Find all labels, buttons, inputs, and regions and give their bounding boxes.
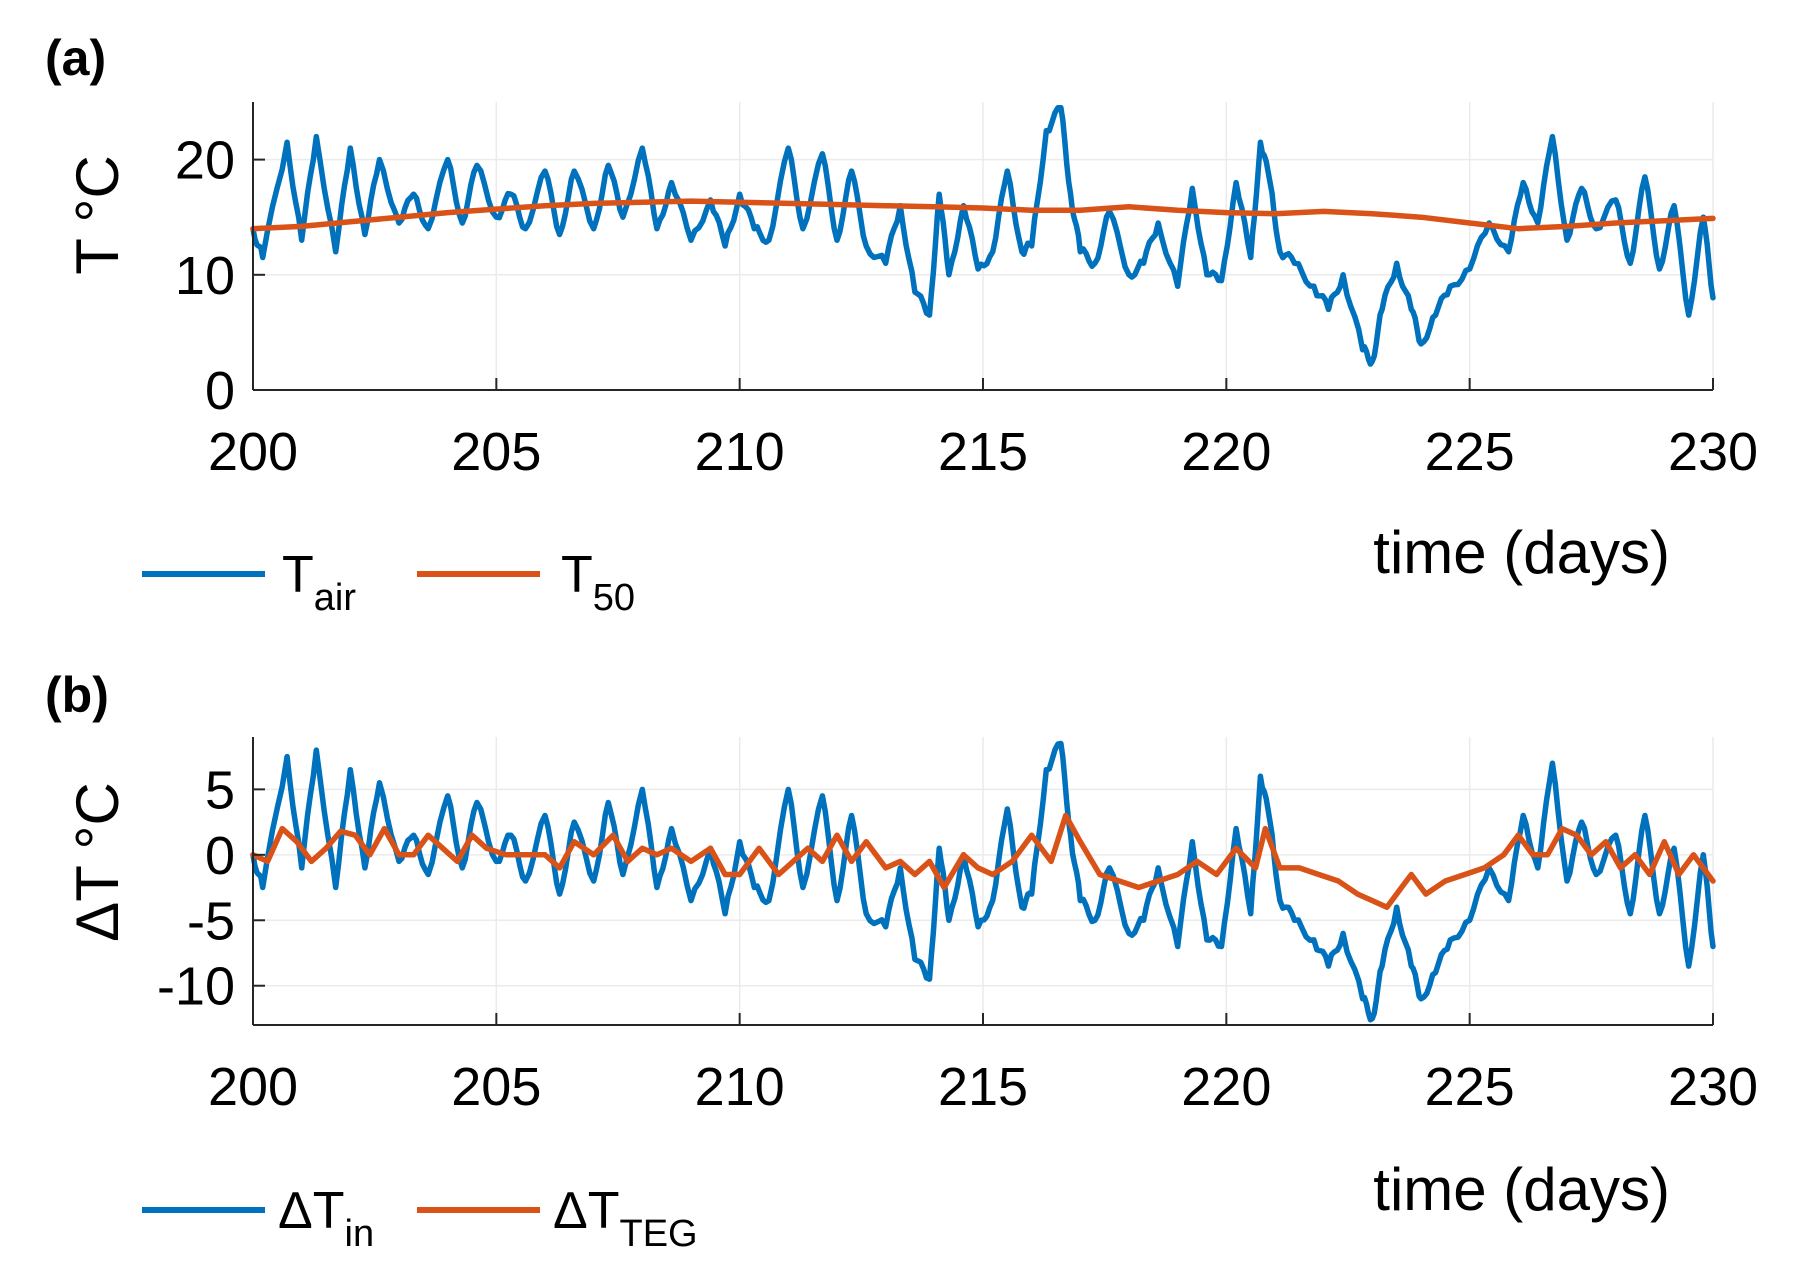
x-tick-label: 210 bbox=[695, 1057, 785, 1117]
series-line-t-air bbox=[250, 104, 1716, 367]
panel-a-label: (a) bbox=[45, 30, 106, 86]
legend-label-dt-in: ΔTin bbox=[278, 1182, 374, 1255]
panel-b-series bbox=[250, 740, 1716, 1023]
panel-b-y-tick-labels: 50-5-10 bbox=[157, 760, 235, 1016]
panel-a-y-tick-labels: 0 10 20 bbox=[175, 131, 235, 421]
y-tick-label: -5 bbox=[187, 891, 235, 951]
x-tick-label: 225 bbox=[1425, 422, 1515, 482]
panel-b: (b) 200 205 210 215 220 225 230 50-5-10 ΔT °C … bbox=[45, 667, 1758, 1255]
x-tick-label: 200 bbox=[208, 422, 298, 482]
x-tick-label: 220 bbox=[1181, 422, 1271, 482]
panel-a-x-tick-labels: 200 205 210 215 220 225 230 bbox=[208, 422, 1758, 482]
panel-a-y-axis-label: T °C bbox=[64, 155, 131, 275]
panel-b-axes bbox=[252, 737, 1714, 1026]
panel-b-legend: ΔTin ΔTTEG bbox=[142, 1182, 698, 1255]
legend-label-dt-teg: ΔTTEG bbox=[553, 1182, 698, 1255]
x-tick-label: 205 bbox=[451, 1057, 541, 1117]
x-tick-label: 230 bbox=[1668, 422, 1758, 482]
panel-b-x-axis-label: time (days) bbox=[1373, 1156, 1670, 1223]
y-tick-label: 10 bbox=[175, 246, 235, 306]
y-tick-label: 0 bbox=[205, 361, 235, 421]
panel-a-legend: Tair T50 bbox=[142, 546, 635, 619]
x-tick-label: 215 bbox=[938, 1057, 1028, 1117]
series-line-t-50 bbox=[250, 198, 1716, 232]
panel-a-grid bbox=[252, 102, 1714, 391]
y-tick-label: -10 bbox=[157, 957, 235, 1017]
panel-b-y-axis-label: ΔT °C bbox=[64, 782, 131, 942]
x-tick-label: 205 bbox=[451, 422, 541, 482]
legend-label-t-air: Tair bbox=[282, 546, 356, 619]
panel-a-series bbox=[250, 104, 1716, 367]
panel-a: (a) 200 205 210 215 220 225 230 0 10 20 T °C tim… bbox=[45, 30, 1758, 619]
x-tick-label: 200 bbox=[208, 1057, 298, 1117]
x-tick-label: 220 bbox=[1181, 1057, 1271, 1117]
legend-label-t-50: T50 bbox=[561, 546, 635, 619]
series-line--t-teg bbox=[250, 812, 1716, 910]
panel-a-x-axis-label: time (days) bbox=[1373, 519, 1670, 586]
x-tick-label: 215 bbox=[938, 422, 1028, 482]
y-tick-label: 20 bbox=[175, 131, 235, 191]
x-tick-label: 225 bbox=[1425, 1057, 1515, 1117]
x-tick-label: 210 bbox=[695, 422, 785, 482]
panel-a-axes bbox=[252, 102, 1714, 391]
panel-b-x-tick-labels: 200 205 210 215 220 225 230 bbox=[208, 1057, 1758, 1117]
x-tick-label: 230 bbox=[1668, 1057, 1758, 1117]
y-tick-label: 0 bbox=[205, 826, 235, 886]
y-tick-label: 5 bbox=[205, 760, 235, 820]
panel-b-label: (b) bbox=[45, 667, 109, 723]
